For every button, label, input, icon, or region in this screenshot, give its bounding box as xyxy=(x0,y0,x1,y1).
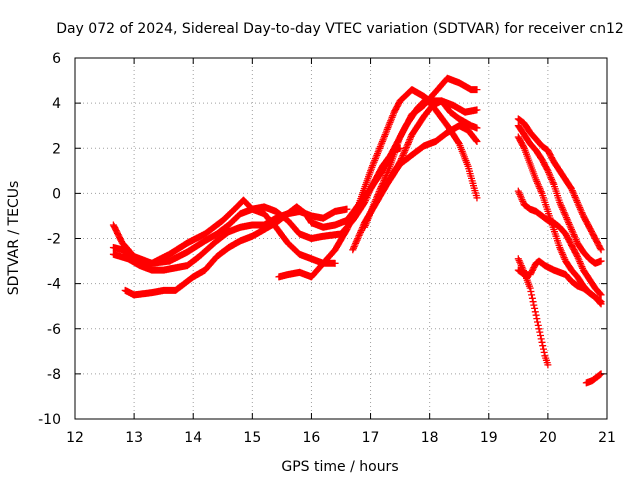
data-point-markers xyxy=(514,187,605,299)
series-track-8 xyxy=(384,122,481,186)
x-tick-label: 21 xyxy=(598,430,616,446)
y-tick-label: -8 xyxy=(47,367,61,383)
y-tick-label: 4 xyxy=(52,96,61,112)
y-tick-label: 6 xyxy=(52,51,61,67)
y-tick-label: 2 xyxy=(52,141,61,157)
data-layer xyxy=(109,74,605,387)
data-point-markers xyxy=(109,205,351,274)
x-tick-label: 19 xyxy=(480,430,498,446)
x-tick-label: 14 xyxy=(184,430,202,446)
data-point-markers xyxy=(384,122,481,186)
series-track-15 xyxy=(582,370,605,387)
x-tick-label: 18 xyxy=(421,430,439,446)
tick-layer: 12 13 14 15 16 17 18 19 20 21 -10 -8 -6 -4 -2 0 2 4 6 xyxy=(38,51,616,446)
x-tick-label: 13 xyxy=(125,430,143,446)
data-point-markers xyxy=(582,370,605,387)
x-tick-label: 16 xyxy=(303,430,321,446)
data-point-markers xyxy=(275,86,481,281)
y-tick-label: -2 xyxy=(47,232,61,248)
data-point-markers xyxy=(514,255,552,369)
data-point-markers xyxy=(514,115,605,254)
chart-title: Day 072 of 2024, Sidereal Day-to-day VTE… xyxy=(56,21,624,37)
data-point-markers xyxy=(361,74,481,231)
data-point-markers xyxy=(514,122,605,267)
y-tick-label: -6 xyxy=(47,322,61,338)
x-tick-label: 17 xyxy=(362,430,380,446)
series-track-7 xyxy=(361,74,481,231)
series-track-12 xyxy=(514,187,605,299)
series-track-5 xyxy=(275,86,481,281)
series-track-3 xyxy=(109,205,351,274)
x-axis-label: GPS time / hours xyxy=(281,459,398,475)
x-tick-label: 20 xyxy=(539,430,557,446)
y-tick-label: -4 xyxy=(47,277,61,293)
x-tick-label: 15 xyxy=(243,430,261,446)
series-track-9 xyxy=(514,115,605,254)
x-tick-label: 12 xyxy=(66,430,84,446)
y-tick-label: 0 xyxy=(52,186,61,202)
series-track-10 xyxy=(514,122,605,267)
y-tick-label: -10 xyxy=(38,412,61,428)
y-axis-label: SDTVAR / TECUs xyxy=(6,181,22,296)
series-track-14 xyxy=(514,255,552,369)
grid-layer xyxy=(75,58,607,419)
